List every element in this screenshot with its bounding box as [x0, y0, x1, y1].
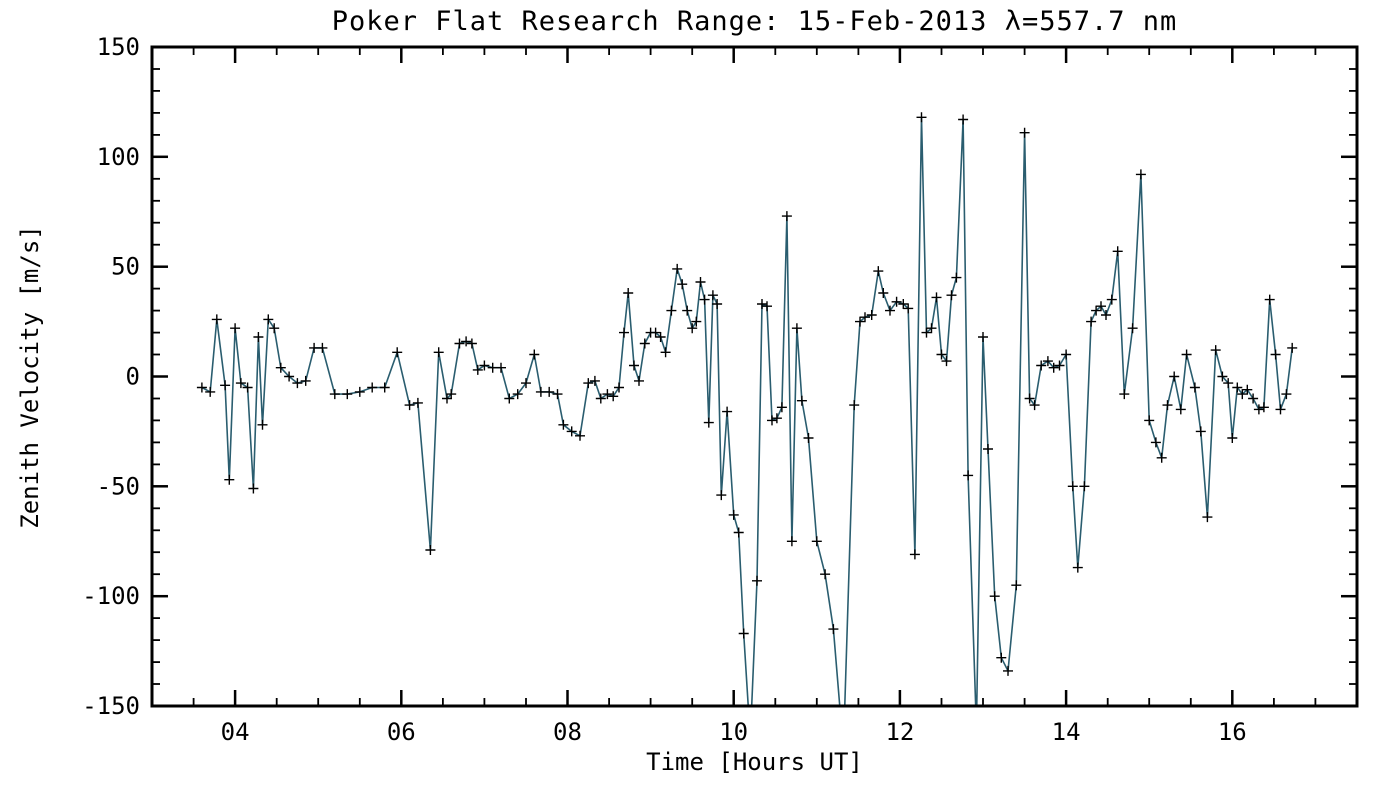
x-tick-label: 14: [1052, 718, 1081, 746]
chart-title: Poker Flat Research Range: 15-Feb-2013 λ…: [331, 6, 1178, 37]
y-tick-label: -50: [97, 472, 140, 500]
x-tick-label: 10: [719, 718, 748, 746]
series-markers: [196, 112, 1298, 676]
y-tick-label: 100: [97, 143, 140, 171]
y-axis-label: Zenith Velocity [m/s]: [16, 225, 44, 529]
x-axis-label: Time [Hours UT]: [646, 748, 863, 776]
y-tick-label: 50: [111, 253, 140, 281]
data-series: [196, 112, 1298, 706]
x-tick-label: 12: [885, 718, 914, 746]
y-tick-label: 0: [126, 363, 140, 391]
x-tick-label: 06: [387, 718, 416, 746]
y-tick-label: -100: [82, 582, 140, 610]
x-tick-label: 08: [553, 718, 582, 746]
x-tick-label: 04: [221, 718, 250, 746]
y-tick-label: 150: [97, 33, 140, 61]
x-tick-label: 16: [1218, 718, 1247, 746]
y-tick-label: -150: [82, 692, 140, 720]
series-line: [201, 117, 1293, 706]
